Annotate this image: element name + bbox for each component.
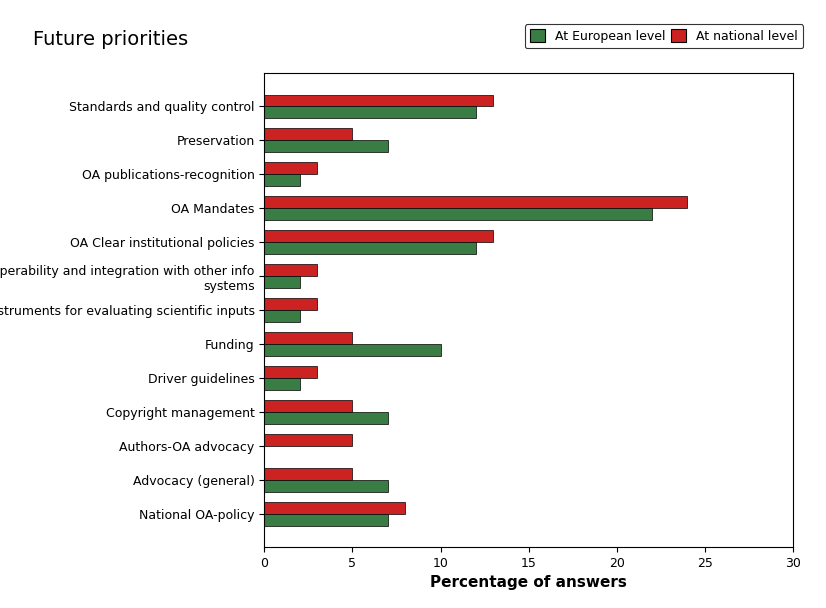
Bar (264, 514, 387, 526)
Bar (264, 106, 476, 119)
Bar (264, 230, 493, 242)
Bar (264, 310, 300, 322)
Bar (264, 434, 353, 446)
Bar (264, 208, 652, 220)
Bar (264, 162, 317, 174)
Bar (264, 128, 353, 140)
Bar (264, 412, 387, 424)
Bar (264, 366, 317, 378)
Bar (264, 480, 387, 492)
Bar (264, 94, 493, 106)
Bar (264, 242, 476, 254)
Bar (264, 264, 317, 276)
Bar (264, 400, 353, 412)
Bar (264, 140, 387, 152)
Text: Future priorities: Future priorities (33, 30, 188, 49)
X-axis label: Percentage of answers: Percentage of answers (430, 576, 627, 590)
Bar (264, 276, 300, 288)
Bar (264, 502, 406, 514)
Bar (264, 174, 300, 186)
Bar (264, 468, 353, 480)
Legend: At European level, At national level: At European level, At national level (525, 24, 803, 48)
Bar (264, 378, 300, 390)
Bar (264, 298, 317, 310)
Bar (264, 344, 440, 356)
Bar (264, 332, 353, 344)
Bar (264, 196, 687, 208)
